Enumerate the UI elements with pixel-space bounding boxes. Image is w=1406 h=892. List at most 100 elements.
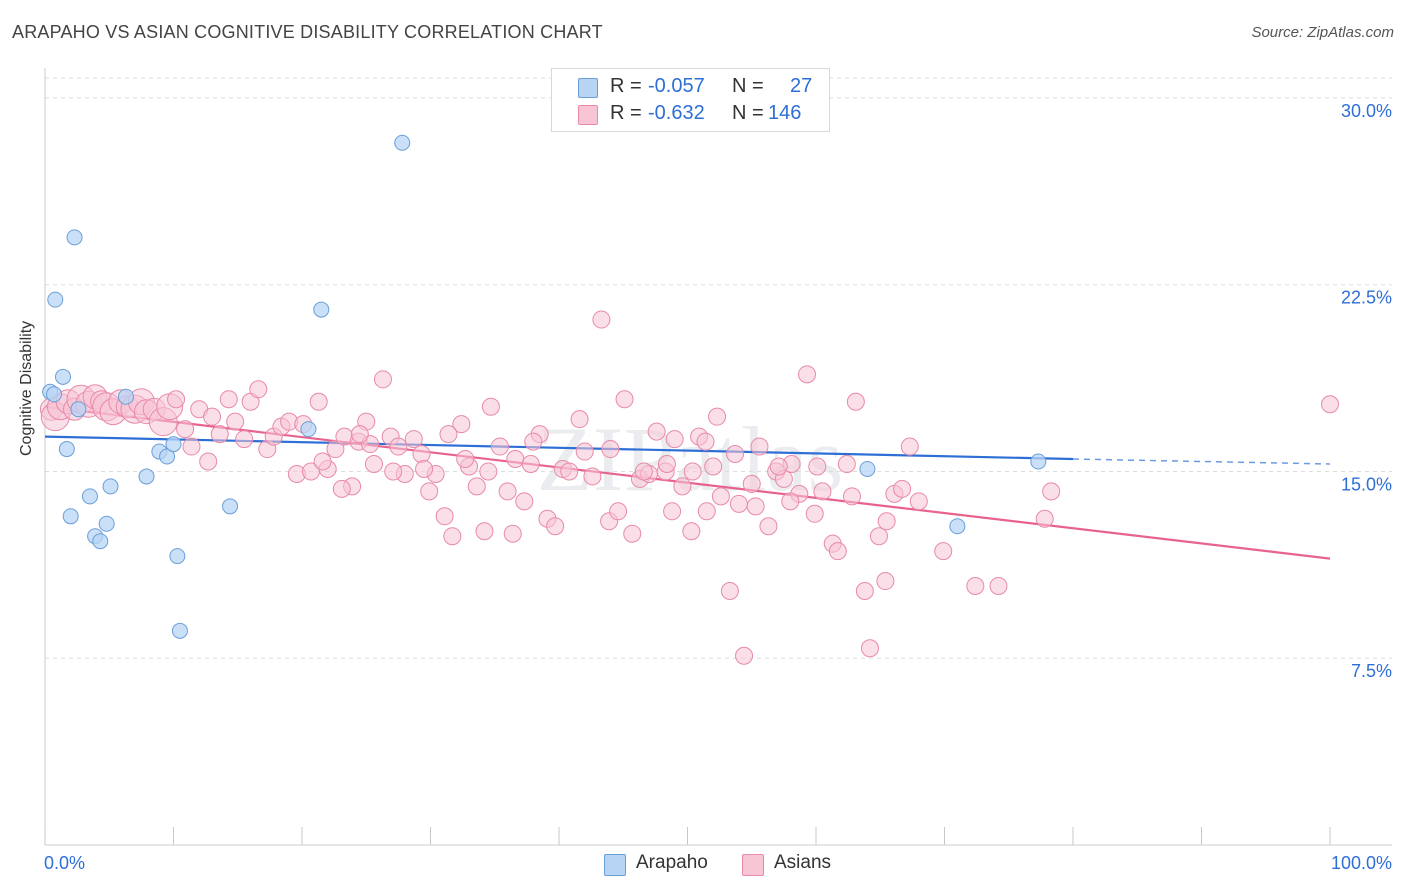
- asians-point: [665, 430, 684, 449]
- asians-point: [934, 542, 953, 561]
- asians-point: [506, 450, 525, 469]
- arapaho-point: [222, 498, 239, 515]
- data-points: [39, 134, 1339, 665]
- arapaho-point: [300, 421, 317, 438]
- legend-n-label: N =: [732, 102, 764, 124]
- asians-point: [373, 370, 392, 389]
- asians-point: [900, 437, 919, 456]
- asians-point: [989, 577, 1008, 596]
- asians-point: [663, 502, 682, 521]
- asians-point: [673, 477, 692, 496]
- legend-row-arapaho: R = -0.057 N = 27: [552, 75, 829, 101]
- asians-point: [697, 502, 716, 521]
- legend-n-value: 27: [790, 75, 813, 97]
- legend-r-value: -0.057: [648, 75, 705, 97]
- arapaho-point: [92, 533, 109, 550]
- arapaho-point: [66, 229, 83, 246]
- asians-point: [210, 425, 229, 444]
- asians-point: [657, 454, 676, 473]
- asians-point: [869, 527, 888, 546]
- asians-point: [813, 482, 832, 501]
- asians-point: [439, 425, 458, 444]
- asians-point: [909, 492, 928, 511]
- asians-point: [412, 445, 431, 464]
- asians-point: [860, 639, 879, 658]
- asians-point: [443, 527, 462, 546]
- arapaho-point: [1030, 453, 1047, 470]
- arapaho-point: [58, 441, 75, 458]
- asians-point: [203, 407, 222, 426]
- asians-point: [235, 430, 254, 449]
- asians-point: [750, 437, 769, 456]
- asians-point: [481, 397, 500, 416]
- asians-point: [456, 450, 475, 469]
- arapaho-point: [859, 460, 876, 477]
- asians-point: [781, 492, 800, 511]
- asians-point: [735, 646, 754, 665]
- legend-row-asians: R = -0.632 N = 146: [552, 102, 829, 128]
- arapaho-point: [81, 488, 98, 505]
- asians-point: [524, 432, 543, 451]
- asians-point: [704, 457, 723, 476]
- arapaho-point: [47, 291, 64, 308]
- bottom-legend-swatch-asians: [742, 854, 764, 876]
- arapaho-point: [949, 518, 966, 535]
- legend-swatch-asians: [578, 105, 598, 125]
- asians-point: [332, 479, 351, 498]
- asians-point: [682, 522, 701, 541]
- asians-point: [219, 390, 238, 409]
- y-axis-label: Cognitive Disability: [18, 320, 35, 456]
- asians-point: [720, 581, 739, 600]
- asians-point: [647, 422, 666, 441]
- legend-swatch-arapaho: [578, 78, 598, 98]
- asians-point: [877, 512, 896, 531]
- asians-point: [746, 497, 765, 516]
- asians-point: [696, 432, 715, 451]
- asians-point: [846, 392, 865, 411]
- asians-point: [415, 459, 434, 478]
- legend-r-value: -0.632: [648, 102, 705, 124]
- asians-point: [759, 517, 778, 536]
- arapaho-point: [169, 548, 186, 565]
- bottom-legend-swatch-arapaho: [604, 854, 626, 876]
- asians-point: [498, 482, 517, 501]
- asians-point: [309, 392, 328, 411]
- x-tick-label: 100.0%: [1331, 853, 1392, 873]
- gridlines: [45, 77, 1392, 659]
- arapaho-point: [394, 134, 411, 151]
- asians-point: [503, 524, 522, 543]
- asians-point: [389, 437, 408, 456]
- asians-point: [182, 437, 201, 456]
- asians-point: [167, 390, 186, 409]
- asians-point: [452, 415, 471, 434]
- arapaho-point: [45, 386, 62, 403]
- arapaho-point: [98, 515, 115, 532]
- asians-point: [726, 445, 745, 464]
- arapaho-point: [54, 368, 71, 385]
- asians-point: [601, 440, 620, 459]
- correlation-legend: R = -0.057 N = 27 R = -0.632 N = 146: [551, 68, 830, 132]
- asians-point: [683, 462, 702, 481]
- arapaho-point: [165, 436, 182, 453]
- asians-point: [479, 462, 498, 481]
- asians-point: [805, 504, 824, 523]
- asians-point: [893, 479, 912, 498]
- bottom-legend-label: Asians: [774, 852, 832, 873]
- asians-point: [515, 492, 534, 511]
- asians-point: [467, 477, 486, 496]
- asians-point: [742, 474, 761, 493]
- asians-point: [729, 494, 748, 513]
- asians-point: [592, 310, 611, 329]
- legend-r-label: R =: [610, 75, 642, 97]
- asians-point: [1321, 395, 1339, 414]
- asians-point: [384, 462, 403, 481]
- legend-n-label: N =: [732, 75, 764, 97]
- asians-point: [546, 517, 565, 536]
- asians-point: [364, 454, 383, 473]
- arapaho-point: [70, 401, 87, 418]
- asians-point: [583, 467, 602, 486]
- asians-point: [435, 507, 454, 526]
- asians-point: [575, 442, 594, 461]
- arapaho-point: [159, 448, 176, 465]
